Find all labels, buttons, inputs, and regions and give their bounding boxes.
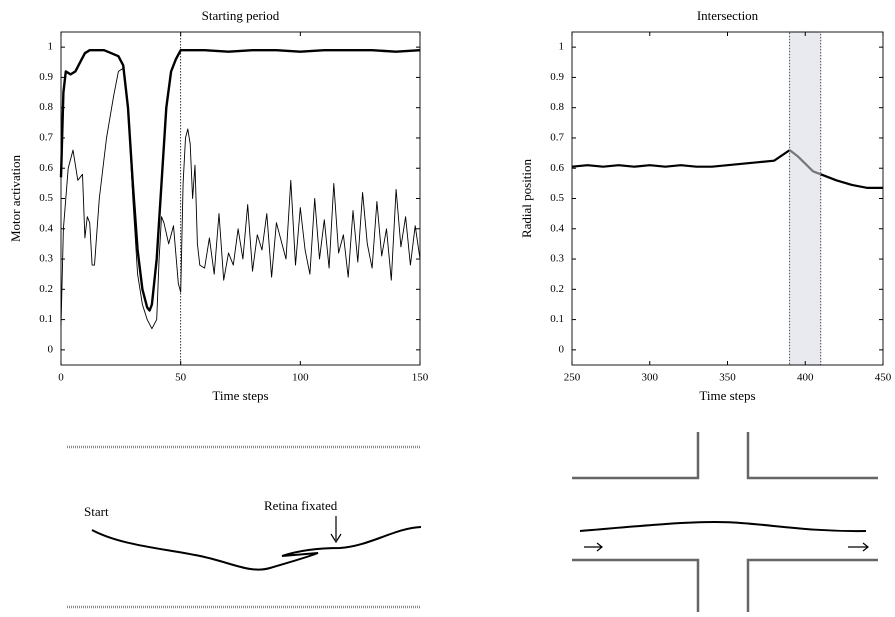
y-tick-label: 0 [48,343,54,355]
chart-title: Intersection [697,8,759,23]
y-tick-label: 0.8 [550,101,564,113]
chart-title: Starting period [202,8,280,23]
trajectory [579,520,867,533]
y-tick-label: 0.4 [550,222,564,234]
x-tick-label: 100 [292,372,309,384]
y-tick-label: 0.9 [550,71,564,83]
data-line [59,49,421,312]
left-diagram: Start Retina fixated [67,445,422,609]
y-tick-label: 0.7 [550,131,564,143]
y-axis-label: Radial position [519,158,534,238]
x-tick-label: 450 [875,372,892,384]
x-tick-label: 300 [642,372,659,384]
x-axis-label: Time steps [699,388,755,403]
y-tick-label: 0.5 [550,192,564,204]
arrow [584,542,869,552]
y-tick-label: 0.8 [39,101,53,113]
y-tick-label: 0.3 [550,253,564,265]
y-tick-label: 1 [559,41,565,53]
x-tick-label: 0 [58,372,64,384]
y-tick-label: 0.4 [39,222,53,234]
fixation-label: Retina fixated [264,498,338,513]
data-line [60,67,421,330]
data-line [571,149,883,189]
y-tick-label: 0.2 [39,283,53,295]
y-tick-label: 0.6 [550,162,564,174]
y-tick-label: 0.9 [39,71,53,83]
start-label: Start [84,504,109,519]
y-tick-label: 0.1 [550,313,564,325]
data-line [789,149,822,176]
x-tick-label: 400 [797,372,814,384]
plot-frame [571,31,884,366]
right-diagram [572,432,878,612]
y-tick-label: 0 [559,343,565,355]
road [572,432,878,612]
y-axis-label: Motor activation [8,155,23,243]
shaded-span [789,31,822,366]
x-tick-label: 150 [412,372,429,384]
y-tick-label: 1 [48,41,54,53]
y-tick-label: 0.5 [39,192,53,204]
y-tick-label: 0.7 [39,131,53,143]
x-tick-label: 250 [564,372,581,384]
y-tick-label: 0.1 [39,313,53,325]
y-tick-label: 0.3 [39,253,53,265]
y-tick-label: 0.6 [39,162,53,174]
arrow-head [330,533,342,544]
x-tick-label: 50 [175,372,187,384]
y-tick-label: 0.2 [550,283,564,295]
plot-frame [60,31,421,366]
x-tick-label: 350 [719,372,736,384]
trajectory [91,526,422,571]
x-axis-label: Time steps [212,388,268,403]
